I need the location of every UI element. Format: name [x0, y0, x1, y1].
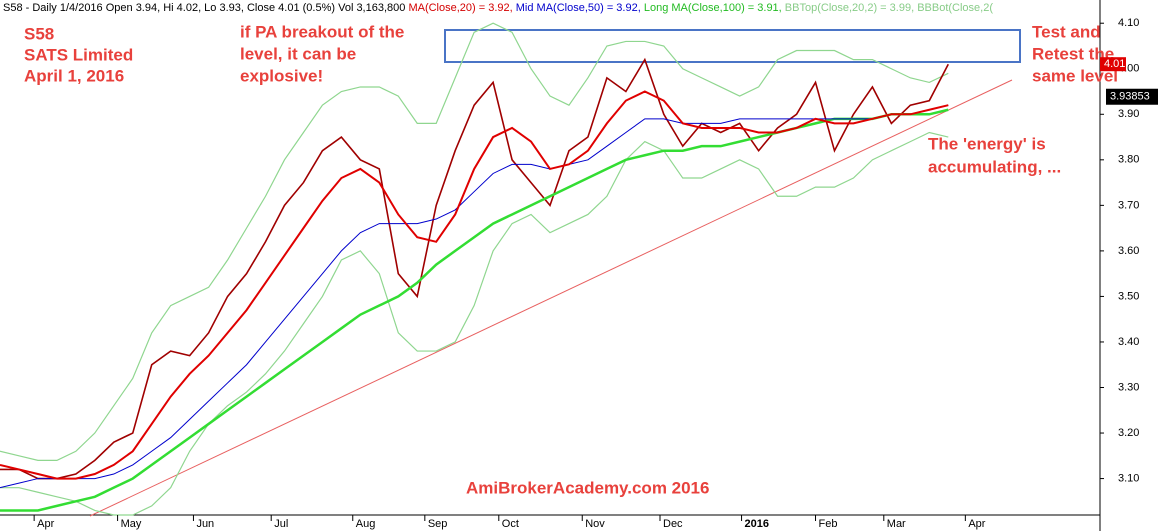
cursor-marker-label: 3.93853 — [1110, 91, 1150, 103]
annotation: Retest the — [1032, 44, 1114, 63]
y-tick-label: 3.10 — [1118, 472, 1139, 484]
symbol: S58 — [24, 24, 54, 43]
header-segment: BBBot(Close,2( — [917, 2, 993, 14]
resistance-box — [444, 29, 1021, 63]
x-tick-label: Dec — [663, 518, 683, 530]
header-segment: Long MA(Close,100) = 3.91, — [644, 2, 785, 14]
x-tick-label: Apr — [968, 518, 985, 530]
series-line — [0, 131, 949, 516]
header-segment: Mid MA(Close,50) = 3.92, — [516, 2, 644, 14]
company: SATS Limited — [24, 45, 133, 64]
y-tick-label: 3.90 — [1118, 108, 1139, 120]
y-tick-label: 4.10 — [1118, 17, 1139, 29]
series-line — [0, 90, 949, 480]
annotation: if PA breakout of the — [240, 22, 404, 41]
header-segment: BBTop(Close,20,2) = 3.99, — [785, 2, 917, 14]
y-tick-label: 3.30 — [1118, 381, 1139, 393]
x-tick-label: Sep — [428, 518, 448, 530]
y-tick-label: 3.50 — [1118, 290, 1139, 302]
x-tick-label: May — [121, 518, 142, 530]
x-tick-label: Jun — [196, 518, 214, 530]
y-tick-label: 3.80 — [1118, 154, 1139, 166]
header: S58 - Daily 1/4/2016 Open 3.94, Hi 4.02,… — [3, 2, 993, 14]
x-tick-label: Aug — [356, 518, 376, 530]
header-segment: MA(Close,20) = 3.92, — [408, 2, 515, 14]
x-tick-label: 2016 — [745, 518, 769, 530]
trend-line — [89, 79, 1013, 517]
series-line — [0, 104, 949, 489]
x-tick-label: Apr — [37, 518, 54, 530]
x-tick-label: Oct — [502, 518, 519, 530]
y-tick-label: 3.20 — [1118, 427, 1139, 439]
annotation: level, it can be — [240, 44, 356, 63]
date: April 1, 2016 — [24, 66, 124, 85]
y-tick-label: 3.40 — [1118, 336, 1139, 348]
cursor-marker — [1106, 88, 1158, 105]
price-marker-label: 4.01 — [1104, 58, 1125, 70]
series-line — [0, 22, 949, 461]
annotation: same level — [1032, 66, 1118, 85]
price-marker — [1100, 57, 1126, 72]
watermark: AmiBrokerAcademy.com 2016 — [466, 478, 709, 497]
x-tick-label: Feb — [819, 518, 838, 530]
plot — [0, 22, 949, 516]
annotation: explosive! — [240, 66, 323, 85]
annotation: accumulating, ... — [928, 157, 1061, 176]
y-tick-label: 3.70 — [1118, 199, 1139, 211]
header-segment: S58 - Daily 1/4/2016 Open 3.94, Hi 4.02,… — [3, 2, 408, 14]
annotation: The 'energy' is — [928, 134, 1046, 153]
x-tick-label: Jul — [274, 518, 288, 530]
x-tick-label: Nov — [585, 518, 605, 530]
x-tick-label: Mar — [887, 518, 906, 530]
y-tick-label: 3.60 — [1118, 245, 1139, 257]
annotation: Test and — [1032, 22, 1101, 41]
